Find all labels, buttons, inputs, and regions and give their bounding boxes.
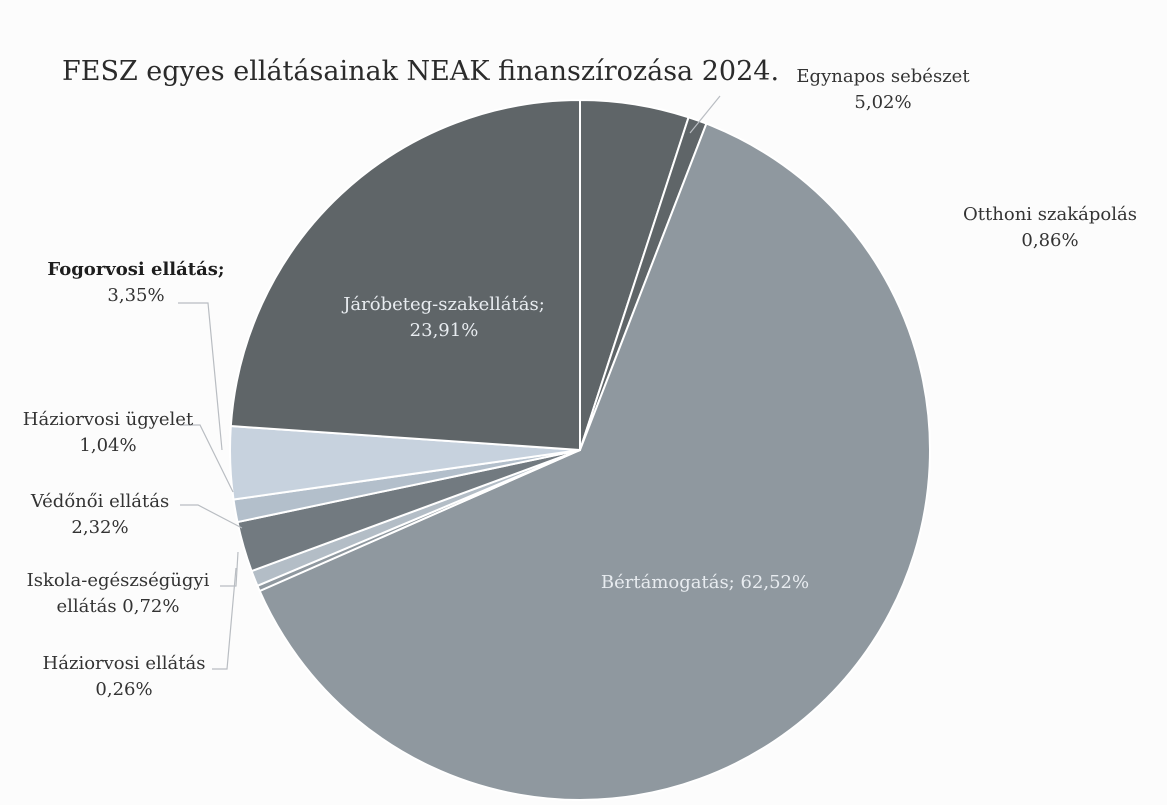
slice-label-bertamogatas: Bértámogatás; 62,52% [601,572,809,593]
leader-line-egynapos-sebeszet [689,95,721,134]
slice-label-line: 1,04% [79,435,136,456]
slice-label-line: 0,86% [1021,230,1078,251]
slice-label-otthoni-szakapolas: Otthoni szakápolás 0,86% [963,204,1137,251]
slice-label-line: Járóbeteg-szakellátás; [341,294,545,315]
leader-line-vedonoi-ellatas [180,504,243,529]
slice-label-line: Iskola-egészségügyi [27,570,210,591]
slice-label-line: Háziorvosi ügyelet [23,409,194,430]
pie-slices [229,99,931,801]
slice-label-iskola-egeszsegugyi-ellatas: Iskola-egészségügyi ellátás 0,72% [27,570,210,617]
leader-line-fogorvosi-ellatas [178,302,223,451]
slice-label-line: 5,02% [854,92,911,113]
pie-slice-jarobeteg-szakellatas [229,99,581,451]
slice-label-jarobeteg-szakellatas: Járóbeteg-szakellátás; 23,91% [341,294,545,341]
slice-label-haziorvosi-ellatas: Háziorvosi ellátás 0,26% [43,653,206,700]
slice-label-line: Bértámogatás; 62,52% [601,572,809,593]
leader-line-haziorvosi-ugyelet [180,424,234,493]
slice-label-line: Háziorvosi ellátás [43,653,206,674]
slice-label-line: ellátás 0,72% [56,596,179,617]
chart-title: FESZ egyes ellátásainak NEAK finanszíroz… [62,56,779,87]
slice-label-line: Védőnői ellátás [30,491,169,512]
slice-label-vedonoi-ellatas: Védőnői ellátás 2,32% [30,491,169,538]
slice-labels: Egynapos sebészet 5,02% Otthoni szakápolás… [23,66,1137,700]
slice-label-egynapos-sebeszet: Egynapos sebészet 5,02% [796,66,970,113]
leader-lines [178,95,721,670]
slice-label-line: Egynapos sebészet [796,66,970,87]
slice-label-line: 3,35% [107,285,164,306]
slice-label-haziorvosi-ugyelet: Háziorvosi ügyelet 1,04% [23,409,194,456]
slice-label-line: 23,91% [410,320,479,341]
slice-label-fogorvosi-ellatas: Fogorvosi ellátás; 3,35% [47,259,224,306]
slice-label-line: 0,26% [95,679,152,700]
slice-label-line: 2,32% [71,517,128,538]
slice-label-line: Otthoni szakápolás [963,204,1137,225]
leader-line-iskola-egeszsegugyi-ellatas [220,551,239,587]
leader-line-haziorvosi-ellatas [212,567,237,670]
pie-slice-bertamogatas [258,122,931,801]
slice-label-line: Fogorvosi ellátás; [47,259,224,280]
